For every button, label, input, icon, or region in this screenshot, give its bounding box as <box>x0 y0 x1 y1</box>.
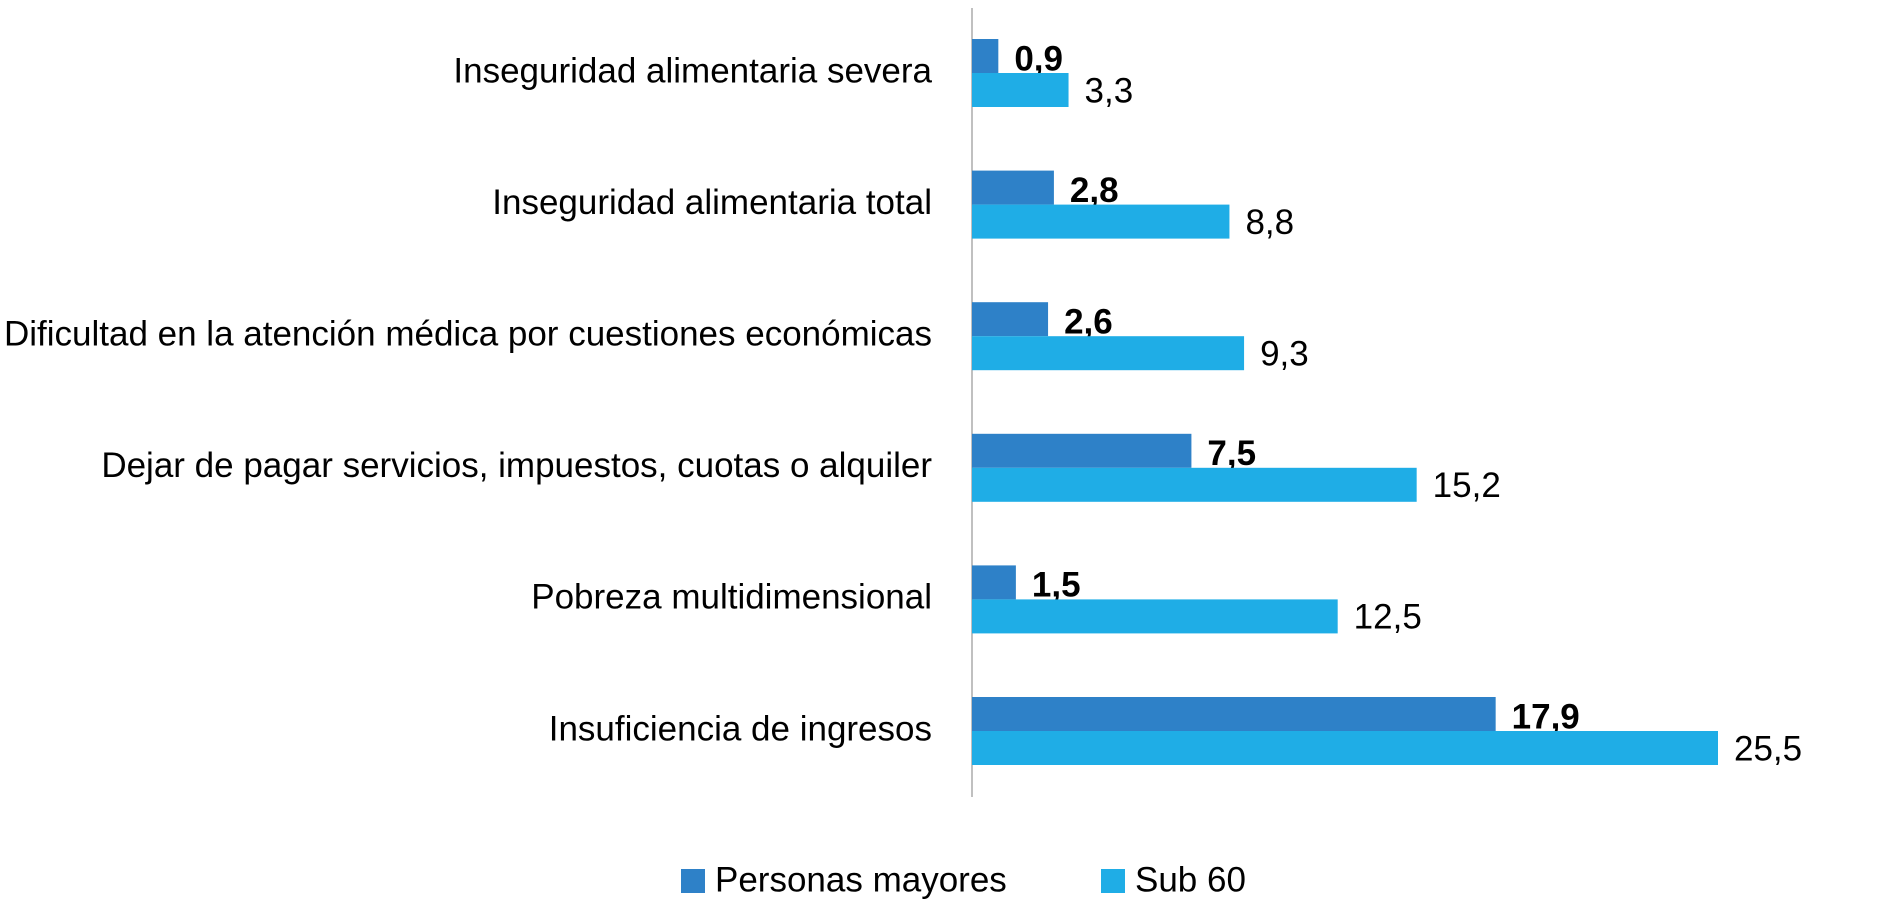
data-label: 2,6 <box>1064 302 1113 341</box>
data-label: 25,5 <box>1734 729 1802 768</box>
data-label: 15,2 <box>1433 466 1501 505</box>
bar <box>972 731 1718 765</box>
data-label: 12,5 <box>1354 598 1422 637</box>
category-label: Dejar de pagar servicios, impuestos, cuo… <box>101 446 932 485</box>
data-label: 3,3 <box>1085 71 1134 110</box>
bar <box>972 697 1496 731</box>
bar <box>972 39 999 73</box>
category-label: Inseguridad alimentaria total <box>492 183 932 222</box>
legend-label: Personas mayores <box>715 860 1007 899</box>
bar <box>972 467 1417 502</box>
bar <box>972 73 1069 107</box>
bar <box>972 204 1230 239</box>
data-label: 8,8 <box>1245 203 1294 242</box>
bar <box>972 302 1049 337</box>
data-label: 1,5 <box>1032 566 1081 605</box>
data-label: 7,5 <box>1207 434 1256 473</box>
data-label: 0,9 <box>1014 39 1063 78</box>
legend-swatch <box>1101 869 1125 893</box>
category-label: Pobreza multidimensional <box>531 578 932 617</box>
data-label: 17,9 <box>1512 697 1580 736</box>
bar <box>972 433 1192 468</box>
category-label: Insuficiencia de ingresos <box>549 709 932 748</box>
bar <box>972 170 1054 205</box>
bar <box>972 336 1245 371</box>
legend-swatch <box>681 869 705 893</box>
bar <box>972 599 1338 634</box>
legend-label: Sub 60 <box>1135 860 1246 899</box>
data-label: 2,8 <box>1070 171 1119 210</box>
bar <box>972 565 1016 600</box>
category-label: Inseguridad alimentaria severa <box>453 51 932 90</box>
data-label: 9,3 <box>1260 334 1309 373</box>
category-label: Dificultad en la atención médica por cue… <box>4 314 932 353</box>
